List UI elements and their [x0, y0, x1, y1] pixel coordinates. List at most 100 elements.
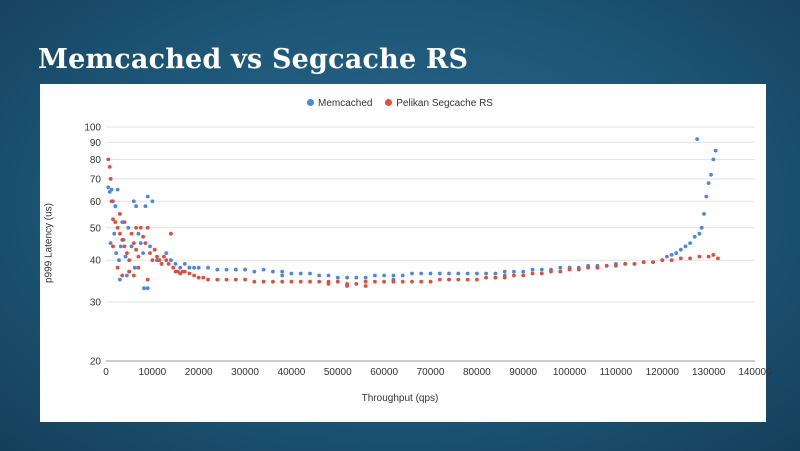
memcached-point [169, 258, 173, 263]
segcache-point [109, 199, 114, 204]
memcached-point [178, 265, 183, 270]
memcached-point [142, 286, 146, 291]
segcache-point [118, 231, 122, 236]
segcache-point [107, 165, 112, 169]
segcache-point [289, 279, 294, 284]
memcached-point [558, 265, 563, 270]
segcache-point [134, 225, 139, 230]
memcached-point [447, 271, 451, 276]
memcached-point [373, 273, 377, 278]
segcache-point [669, 258, 674, 263]
segcache-point [196, 275, 201, 280]
x-tick-label: 10000 [138, 367, 166, 378]
x-tick-label: 60000 [370, 367, 398, 378]
segcache-point [576, 267, 581, 272]
segcache-point [136, 265, 141, 270]
memcached-point [345, 275, 349, 280]
x-tick-label: 90000 [509, 367, 537, 378]
y-tick-label: 40 [90, 256, 102, 267]
memcached-point [261, 267, 266, 272]
memcached-point [695, 137, 699, 142]
memcached-point [512, 269, 516, 274]
memcached-point [118, 244, 123, 249]
y-tick-label: 20 [90, 357, 102, 368]
segcache-point [141, 234, 146, 239]
y-tick-label: 100 [84, 123, 101, 134]
segcache-point [419, 279, 424, 284]
memcached-point [669, 253, 674, 257]
segcache-point [623, 262, 628, 266]
memcached-point [280, 273, 285, 278]
segcache-point [632, 262, 637, 266]
segcache-point [113, 220, 118, 225]
memcached-point [665, 254, 669, 259]
segcache-point [456, 277, 461, 282]
memcached-point [437, 271, 442, 276]
y-tick-label: 50 [90, 223, 102, 234]
segcache-point [108, 177, 113, 181]
segcache-point [122, 220, 127, 225]
y-tick-label: 80 [90, 155, 102, 166]
segcache-point [614, 263, 618, 268]
segcache-point [152, 247, 157, 252]
segcache-point [106, 157, 111, 162]
memcached-point [521, 269, 526, 274]
memcached-point [711, 157, 716, 162]
memcached-point [704, 194, 709, 199]
memcached-point [192, 265, 197, 270]
segcache-point [716, 256, 720, 261]
memcached-point [697, 231, 702, 236]
segcache-point [134, 247, 139, 252]
memcached-point [252, 269, 257, 274]
memcached-point [428, 271, 433, 276]
segcache-point [169, 231, 173, 236]
segcache-point [308, 279, 312, 284]
memcached-point [271, 269, 275, 274]
chart-legend: Memcached Pelikan Segcache RS [0, 98, 800, 109]
memcached-point [502, 269, 507, 274]
segcache-point [261, 279, 266, 284]
y-tick-label: 70 [90, 174, 102, 185]
memcached-point [298, 271, 303, 276]
legend-item-segcache: Pelikan Segcache RS [385, 98, 493, 109]
memcached-point [224, 267, 229, 272]
segcache-point [549, 269, 553, 274]
memcached-point [308, 271, 312, 276]
segcache-point [115, 225, 120, 230]
segcache-point [641, 260, 646, 264]
segcache-point [363, 284, 368, 288]
legend-label-memcached: Memcached [318, 98, 373, 109]
legend-marker-segcache [385, 98, 393, 106]
memcached-point [706, 181, 711, 186]
memcached-point [141, 251, 146, 256]
y-tick-label: 60 [90, 197, 102, 208]
memcached-point [145, 194, 150, 199]
memcached-point [206, 265, 210, 270]
memcached-point [108, 241, 113, 246]
segcache-point [521, 273, 526, 278]
segcache-point [118, 212, 122, 216]
memcached-point [674, 251, 679, 256]
segcache-point [155, 254, 159, 259]
memcached-point [317, 273, 322, 278]
memcached-point [109, 187, 114, 192]
segcache-point [206, 277, 210, 282]
segcache-point [382, 279, 386, 284]
x-tick-label: 130000 [692, 367, 726, 378]
segcache-point [335, 279, 340, 284]
memcached-point [400, 273, 405, 278]
segcache-point [660, 258, 665, 263]
segcache-point [317, 279, 322, 284]
segcache-point [159, 262, 164, 266]
segcache-point [465, 277, 470, 282]
memcached-point [164, 251, 169, 256]
segcache-point [391, 279, 396, 284]
segcache-point [111, 217, 115, 222]
memcached-point [702, 212, 706, 216]
memcached-point [326, 273, 331, 278]
segcache-point [201, 275, 206, 280]
segcache-point [122, 244, 127, 249]
memcached-point [143, 204, 148, 209]
segcache-point [145, 277, 150, 282]
memcached-point [683, 244, 688, 249]
